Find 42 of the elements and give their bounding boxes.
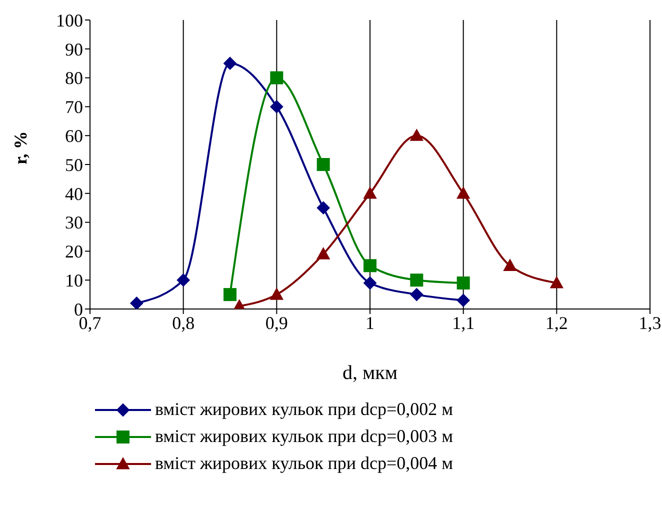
point bbox=[316, 248, 330, 260]
y-axis-title: r, % bbox=[10, 131, 30, 164]
y-tick-label: 60 bbox=[65, 126, 83, 146]
point bbox=[410, 129, 424, 141]
point bbox=[504, 259, 516, 271]
point bbox=[224, 56, 236, 70]
x-tick-label: 1 bbox=[366, 312, 374, 333]
y-tick-label: 10 bbox=[65, 270, 83, 290]
point bbox=[456, 294, 470, 307]
point bbox=[176, 274, 190, 287]
point bbox=[270, 288, 284, 300]
point bbox=[410, 288, 424, 302]
point bbox=[364, 186, 376, 199]
point bbox=[270, 100, 284, 114]
y-tick-label: 100 bbox=[56, 10, 83, 30]
point bbox=[364, 276, 376, 290]
point bbox=[550, 276, 564, 288]
y-tick-label: 90 bbox=[65, 39, 83, 60]
y-tick-label: 30 bbox=[65, 212, 83, 233]
point bbox=[456, 276, 470, 290]
x-tick-label: 0,9 bbox=[265, 312, 288, 333]
x-tick-label: 1,2 bbox=[545, 312, 568, 333]
point bbox=[270, 71, 284, 84]
point bbox=[456, 186, 470, 199]
y-tick-label: 70 bbox=[65, 97, 83, 118]
x-tick-label: 1,1 bbox=[452, 312, 475, 333]
legend-label: вміст жирових кульок при dср=0,004 м bbox=[155, 453, 454, 474]
x-tick-label: 0,8 bbox=[172, 312, 195, 333]
point bbox=[364, 259, 376, 272]
y-tick-label: 50 bbox=[65, 154, 83, 175]
y-tick-label: 40 bbox=[65, 184, 83, 204]
x-axis-title: d, мкм bbox=[342, 362, 398, 384]
y-tick-label: 20 bbox=[65, 242, 83, 262]
point bbox=[316, 158, 330, 171]
x-tick-label: 1,3 bbox=[638, 312, 662, 333]
legend-label: вміст жирових кульок при dср=0,003 м bbox=[155, 426, 454, 447]
point bbox=[130, 296, 144, 309]
y-tick-label: 80 bbox=[65, 68, 83, 88]
point bbox=[224, 288, 236, 302]
point bbox=[410, 274, 424, 287]
point bbox=[316, 201, 330, 214]
legend-label: вміст жирових кульок при dср=0,002 м bbox=[155, 399, 454, 420]
